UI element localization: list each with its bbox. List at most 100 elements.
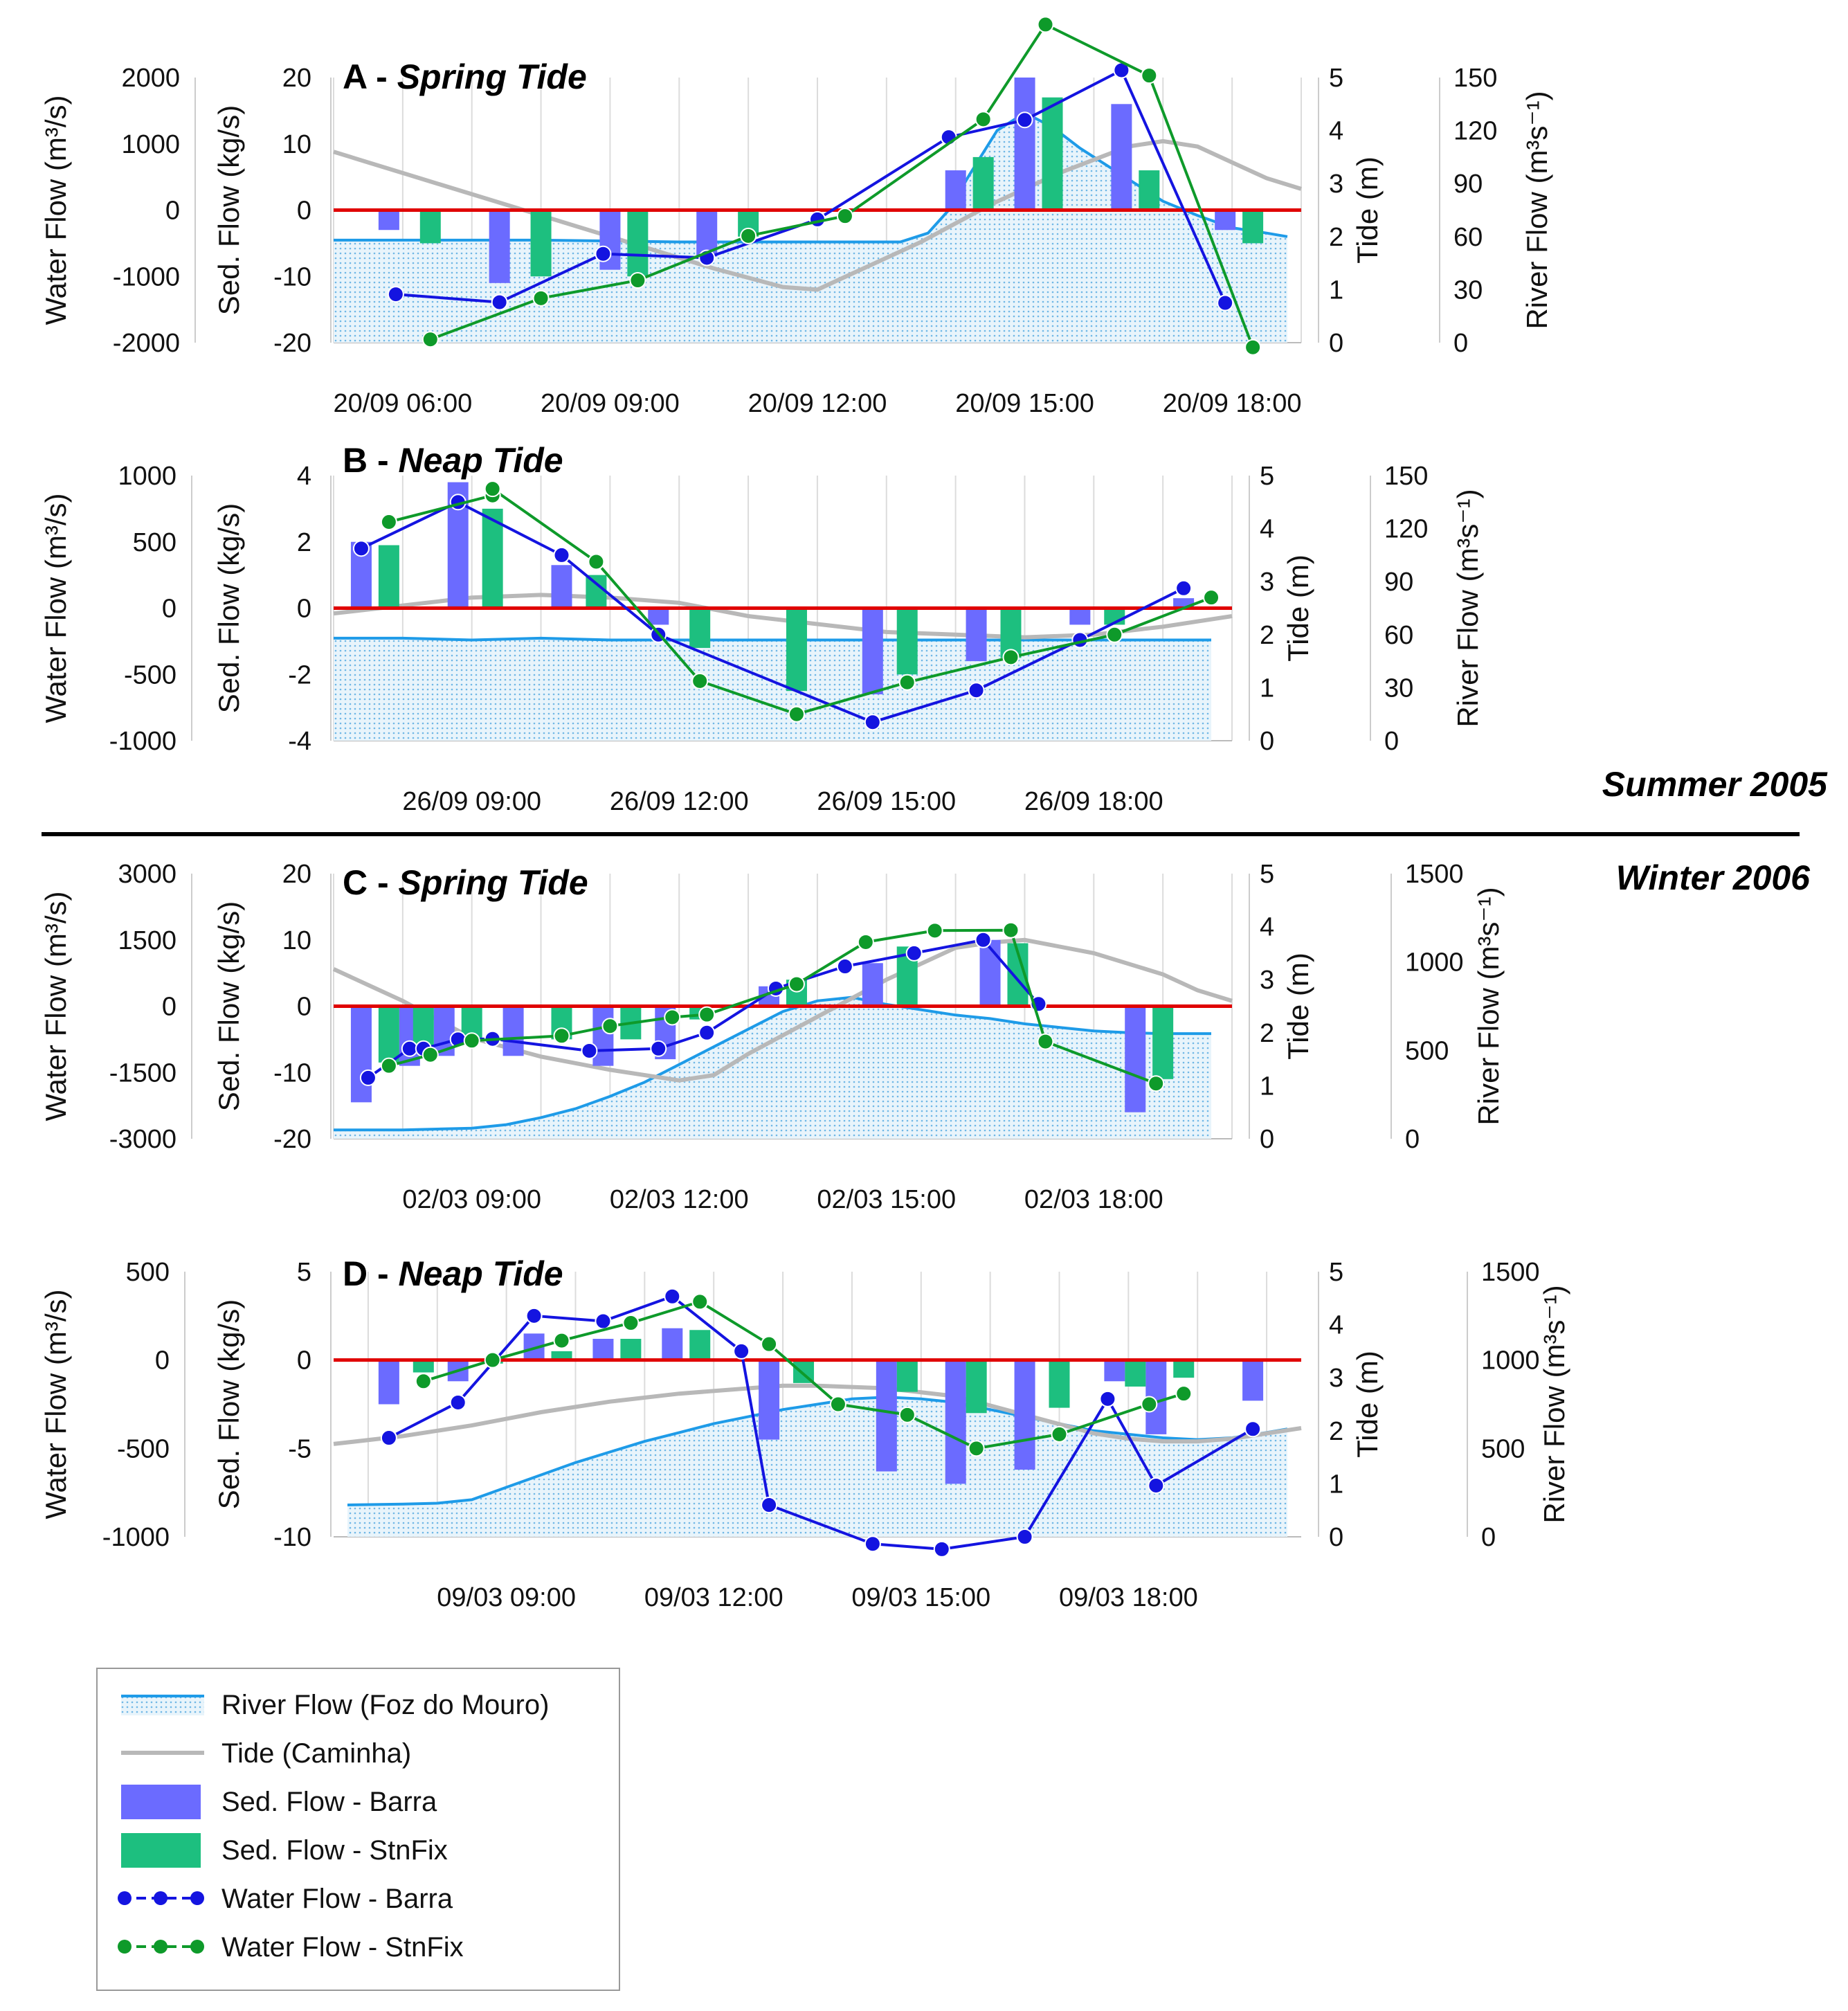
sed-axis-title: Sed. Flow (kg/s) — [212, 503, 245, 713]
water-flow-point-stnfix — [1203, 589, 1220, 606]
water-axis-tick-label: -1000 — [102, 1523, 170, 1552]
panel-title-text: Neap Tide — [399, 1254, 563, 1293]
water-flow-point-barra — [650, 1040, 667, 1057]
sed-axis-tick-label: 4 — [297, 462, 311, 491]
legend-swatch-river-fill — [121, 1696, 204, 1715]
sed-axis-tick-label: 20 — [282, 64, 311, 93]
legend-label: Sed. Flow - StnFix — [221, 1835, 448, 1866]
river-axis-tick-label: 30 — [1453, 276, 1483, 305]
river-axis-tick-label: 90 — [1453, 170, 1483, 199]
water-flow-point-stnfix — [553, 1332, 570, 1349]
water-axis-tick-label: 0 — [162, 993, 176, 1022]
tide-axis-title: Tide (m) — [1282, 953, 1314, 1060]
panel-title: A - Spring Tide — [343, 57, 587, 96]
sed-bar-stnfix — [896, 608, 918, 675]
water-axis-tick-label: 0 — [165, 197, 180, 226]
sed-axis-tick-label: 0 — [297, 1346, 311, 1376]
sed-bar-stnfix — [1049, 1360, 1070, 1408]
tide-axis-tick-label: 5 — [1329, 64, 1343, 93]
sed-bar-barra — [1215, 210, 1236, 231]
sed-bar-barra — [592, 1339, 614, 1360]
water-flow-point-barra — [1217, 294, 1234, 312]
tide-axis-tick-label: 3 — [1329, 170, 1343, 199]
sed-bar-barra — [862, 963, 883, 1007]
water-flow-point-barra — [975, 931, 992, 948]
water-flow-point-barra — [905, 944, 923, 962]
panel-title: C - Spring Tide — [343, 863, 588, 902]
river-axis-tick-label: 500 — [1481, 1434, 1525, 1463]
water-flow-point-barra — [664, 1288, 681, 1305]
panel-title-text: Spring Tide — [399, 863, 588, 902]
sed-bar-stnfix — [419, 210, 441, 244]
water-flow-point-stnfix — [380, 514, 397, 531]
water-flow-point-barra — [595, 1313, 612, 1330]
river-axis-tick-label: 0 — [1405, 1125, 1420, 1154]
sed-bar-stnfix — [551, 1351, 572, 1360]
sed-axis-tick-label: 10 — [282, 926, 311, 955]
tide-axis-tick-label: 1 — [1260, 674, 1274, 703]
panel-title-letter: B - — [343, 441, 399, 480]
water-flow-point-stnfix — [898, 674, 916, 691]
water-axis-tick-label: -500 — [124, 660, 176, 689]
panel-title: B - Neap Tide — [343, 441, 563, 480]
sed-bar-stnfix — [972, 156, 994, 210]
sed-axis-tick-label: -10 — [273, 262, 311, 291]
tide-axis-tick-label: 5 — [1260, 462, 1274, 491]
sed-bar-stnfix — [786, 608, 807, 692]
water-axis-tick-label: -1500 — [109, 1058, 176, 1088]
tide-axis-tick-label: 3 — [1260, 966, 1274, 995]
water-flow-point-stnfix — [1002, 921, 1020, 939]
tide-axis-tick-label: 0 — [1260, 727, 1274, 756]
water-axis-title: Water Flow (m³/s) — [39, 1289, 72, 1519]
water-flow-point-stnfix — [1106, 626, 1123, 643]
tide-axis-tick-label: 1 — [1329, 276, 1343, 305]
legend-swatch-dot — [118, 1891, 132, 1905]
water-flow-point-barra — [352, 540, 370, 557]
water-flow-point-stnfix — [1148, 1075, 1165, 1092]
x-tick-label: 26/09 18:00 — [1024, 787, 1163, 816]
water-flow-point-stnfix — [1037, 1033, 1054, 1050]
legend-box — [96, 1668, 620, 1991]
water-flow-point-barra — [761, 1497, 778, 1514]
x-tick-label: 20/09 06:00 — [333, 389, 472, 418]
water-flow-point-stnfix — [588, 553, 605, 570]
legend: River Flow (Foz do Mouro) Tide (Caminha) S… — [96, 1668, 620, 1991]
water-axis-tick-label: 1000 — [118, 462, 176, 491]
water-flow-point-stnfix — [698, 1006, 716, 1023]
tide-axis-title: Tide (m) — [1351, 156, 1384, 264]
sed-bar-barra — [945, 1360, 966, 1484]
water-axis-tick-label: -2000 — [113, 329, 180, 358]
tide-axis-tick-label: 2 — [1329, 223, 1343, 252]
sed-bar-barra — [1014, 78, 1035, 210]
sed-bar-barra — [489, 210, 510, 283]
water-flow-point-stnfix — [1002, 649, 1020, 666]
tide-axis-tick-label: 0 — [1260, 1125, 1274, 1154]
legend-swatch-bar-stnfix — [121, 1833, 201, 1868]
water-flow-point-stnfix — [968, 1440, 985, 1457]
tide-axis-tick-label: 5 — [1329, 1258, 1343, 1287]
x-tick-label: 09/03 09:00 — [437, 1583, 576, 1612]
tide-axis-tick-label: 1 — [1260, 1072, 1274, 1101]
sed-bar-stnfix — [966, 1360, 987, 1414]
sed-bar-stnfix — [689, 1330, 711, 1360]
tide-axis-title: Tide (m) — [1351, 1351, 1384, 1458]
water-flow-point-stnfix — [691, 672, 709, 689]
panel-title-letter: C - — [343, 863, 399, 902]
water-flow-point-stnfix — [1141, 1396, 1158, 1413]
sed-bar-barra — [1104, 1360, 1125, 1382]
water-flow-point-stnfix — [484, 480, 501, 498]
tide-axis-tick-label: 2 — [1329, 1417, 1343, 1446]
sed-axis-tick-label: 0 — [297, 595, 311, 624]
water-flow-point-barra — [836, 958, 853, 975]
tide-axis-tick-label: 2 — [1260, 621, 1274, 650]
river-axis-tick-label: 0 — [1384, 727, 1399, 756]
sed-bar-barra — [662, 1328, 683, 1360]
water-flow-point-stnfix — [975, 111, 992, 128]
river-axis-tick-label: 60 — [1384, 621, 1413, 650]
water-axis-tick-label: -500 — [117, 1434, 170, 1463]
water-axis-title: Water Flow (m³/s) — [39, 891, 72, 1121]
water-flow-point-barra — [1099, 1390, 1116, 1407]
sed-axis-tick-label: 0 — [297, 197, 311, 226]
river-axis-tick-label: 0 — [1453, 329, 1468, 358]
